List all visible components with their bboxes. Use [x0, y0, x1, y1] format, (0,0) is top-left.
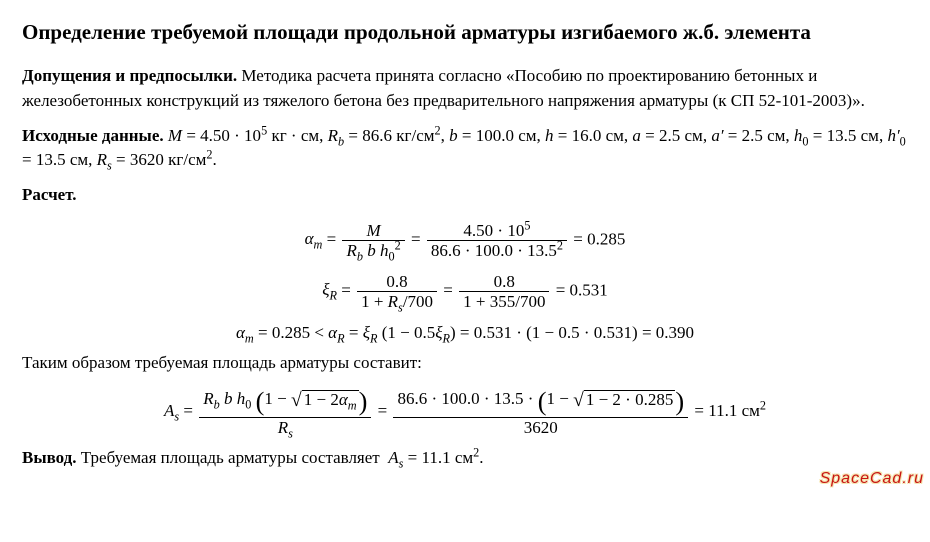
conclusion-text: Требуемая площадь арматуры составляет As… [81, 448, 484, 467]
eq-compare: αm = 0.285 < αR = ξR (1 − 0.5ξR) = 0.531… [22, 320, 908, 345]
initial-label: Исходные данные. [22, 126, 164, 145]
calc-label: Расчет. [22, 185, 77, 204]
thus-paragraph: Таким образом требуемая площадь арматуры… [22, 351, 908, 376]
initial-b: b = 100.0 см [449, 126, 536, 145]
assumptions-label: Допущения и предпосылки. [22, 66, 237, 85]
eq-alpha-m: αm = M Rb b h02 = 4.50 · 105 86.6 · 100.… [22, 218, 908, 263]
assumptions-paragraph: Допущения и предпосылки. Методика расчет… [22, 64, 908, 113]
initial-a: a = 2.5 см [632, 126, 702, 145]
initial-M: M = 4.50 · 105 кг · см [168, 126, 319, 145]
initial-aprime: a′ = 2.5 см [711, 126, 785, 145]
conclusion-paragraph: Вывод. Требуемая площадь арматуры состав… [22, 446, 908, 471]
initial-data-paragraph: Исходные данные. M = 4.50 · 105 кг · см,… [22, 124, 908, 173]
calc-label-paragraph: Расчет. [22, 183, 908, 208]
initial-Rs: Rs = 3620 кг/см2 [97, 150, 213, 169]
page: Определение требуемой площади продольной… [0, 0, 930, 490]
watermark-logo: SpaceCad.ru [820, 470, 924, 488]
conclusion-label: Вывод. [22, 448, 77, 467]
initial-Rb: Rb = 86.6 кг/см2 [328, 126, 441, 145]
eq-xi-R: ξR = 0.8 1 + Rs/700 = 0.8 1 + 355/700 = … [22, 269, 908, 314]
initial-h: h = 16.0 см [545, 126, 624, 145]
initial-h0: h0 = 13.5 см [794, 126, 879, 145]
page-title: Определение требуемой площади продольной… [22, 18, 908, 46]
eq-As: As = Rb b h0 (1 − 1 − 2αm) Rs = 86.6 · 1… [22, 385, 908, 439]
